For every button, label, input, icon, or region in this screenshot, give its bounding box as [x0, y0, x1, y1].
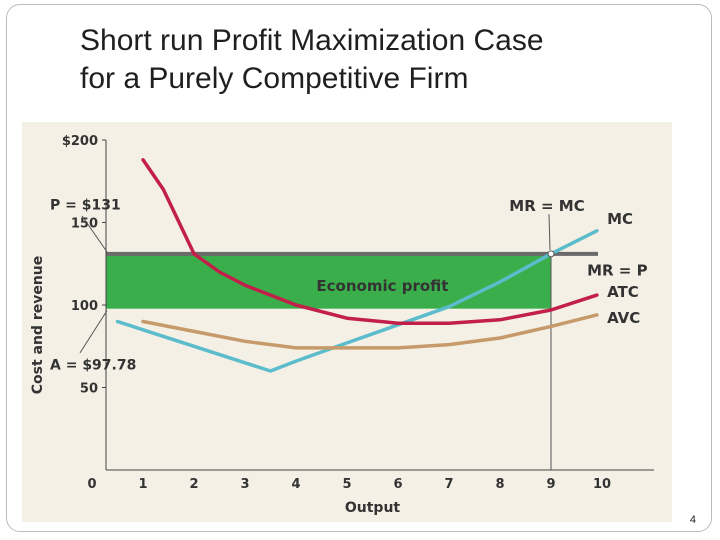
x-tick-label: 0	[87, 477, 96, 492]
economic-profit-area	[106, 253, 551, 309]
mc-curve	[115, 229, 599, 373]
y-tick-label: 100	[71, 299, 98, 314]
mc-label: MC	[607, 210, 633, 228]
x-tick-label: 3	[240, 477, 249, 492]
x-tick-label: 8	[495, 477, 504, 492]
x-tick-label: 10	[593, 477, 611, 492]
title-line-1: Short run Profit Maximization Case	[80, 24, 544, 57]
x-tick-label: 2	[189, 477, 198, 492]
y-tick-label: 150	[71, 217, 98, 232]
mr-p-label: MR = P	[587, 261, 647, 279]
y-tick-label: 50	[80, 382, 98, 397]
atc-leader	[79, 310, 108, 354]
x-tick-label: 6	[393, 477, 402, 492]
atc-label: ATC	[607, 283, 639, 301]
title-line-2: for a Purely Competitive Firm	[80, 62, 469, 95]
chart-svg: $200 150 100 50 0 1 2 3 4 5 6 7 8 9 10 Output Cost and r…	[30, 134, 654, 516]
slide-frame	[6, 4, 712, 532]
price-leader	[81, 215, 108, 253]
y-axis-title: Cost and revenue	[30, 256, 46, 395]
y-tick-label: $200	[62, 134, 98, 149]
economic-profit-label: Economic profit	[316, 277, 448, 295]
x-tick-label: 9	[546, 477, 555, 492]
x-tick-label: 4	[291, 477, 300, 492]
mr-mc-leader	[548, 214, 551, 250]
page-number: 4	[689, 514, 696, 526]
mr-mc-label: MR = MC	[509, 197, 584, 215]
atc-annotation: A = $97.78	[50, 357, 136, 373]
x-tick-label: 5	[342, 477, 351, 492]
mr-mc-intersection-point	[547, 250, 555, 258]
avc-label: AVC	[607, 309, 640, 327]
slide-title: Short run Profit Maximization Case for a…	[80, 22, 700, 98]
x-tick-label: 7	[444, 477, 453, 492]
avc-curve	[141, 313, 599, 350]
x-axis-title: Output	[345, 500, 401, 516]
profit-maximization-chart: $200 150 100 50 0 1 2 3 4 5 6 7 8 9 10 Output Cost and r…	[22, 122, 672, 522]
price-annotation: P = $131	[50, 197, 121, 213]
x-tick-label: 1	[138, 477, 147, 492]
atc-curve	[141, 158, 599, 325]
